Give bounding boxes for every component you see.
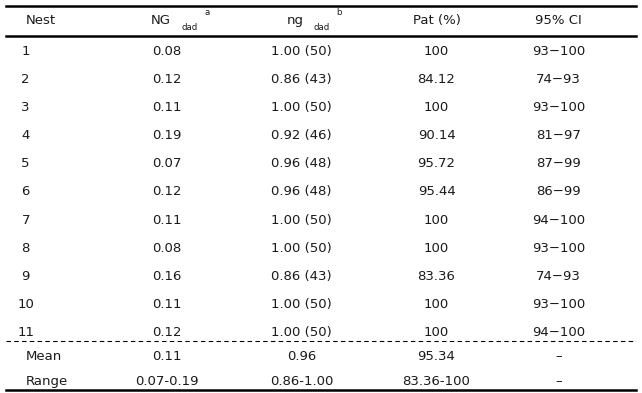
Text: 0.86 (43): 0.86 (43) [272,73,332,86]
Text: ng: ng [287,14,304,28]
Text: 0.07: 0.07 [152,158,182,171]
Text: 0.11: 0.11 [152,101,182,114]
Text: 86−99: 86−99 [536,185,581,198]
Text: 0.07-0.19: 0.07-0.19 [135,375,198,388]
Text: 3: 3 [21,101,30,114]
Text: dad: dad [313,24,329,32]
Text: 95.44: 95.44 [418,185,455,198]
Text: 95.72: 95.72 [417,158,456,171]
Text: 84.12: 84.12 [418,73,455,86]
Text: 1.00 (50): 1.00 (50) [272,45,332,59]
Text: 0.08: 0.08 [152,242,182,255]
Text: 93−100: 93−100 [532,45,585,59]
Text: dad: dad [181,24,197,32]
Text: 0.92 (46): 0.92 (46) [272,129,332,142]
Text: 93−100: 93−100 [532,101,585,114]
Text: 83.36-100: 83.36-100 [403,375,471,388]
Text: 0.86-1.00: 0.86-1.00 [270,375,333,388]
Text: 1: 1 [21,45,30,59]
Text: 1.00 (50): 1.00 (50) [272,298,332,310]
Text: 81−97: 81−97 [536,129,581,142]
Text: 0.12: 0.12 [152,325,182,339]
Text: 0.16: 0.16 [152,270,182,283]
Text: 100: 100 [424,242,449,255]
Text: 100: 100 [424,325,449,339]
Text: 100: 100 [424,45,449,59]
Text: 0.12: 0.12 [152,185,182,198]
Text: NG: NG [150,14,171,28]
Text: 87−99: 87−99 [536,158,581,171]
Text: 0.86 (43): 0.86 (43) [272,270,332,283]
Text: 1.00 (50): 1.00 (50) [272,101,332,114]
Text: 0.11: 0.11 [152,298,182,310]
Text: 0.11: 0.11 [152,350,182,363]
Text: 83.36: 83.36 [418,270,455,283]
Text: 0.96: 0.96 [287,350,317,363]
Text: 0.08: 0.08 [152,45,182,59]
Text: 90.14: 90.14 [418,129,455,142]
Text: 95.34: 95.34 [418,350,455,363]
Text: b: b [336,8,342,17]
Text: 6: 6 [21,185,30,198]
Text: 9: 9 [21,270,30,283]
Text: 8: 8 [21,242,30,255]
Text: 94−100: 94−100 [532,325,585,339]
Text: 74−93: 74−93 [536,270,581,283]
Text: 1.00 (50): 1.00 (50) [272,213,332,226]
Text: 100: 100 [424,298,449,310]
Text: 0.11: 0.11 [152,213,182,226]
Text: 2: 2 [21,73,30,86]
Text: 100: 100 [424,101,449,114]
Text: –: – [555,350,562,363]
Text: 74−93: 74−93 [536,73,581,86]
Text: 0.96 (48): 0.96 (48) [272,158,332,171]
Text: 4: 4 [21,129,30,142]
Text: 0.19: 0.19 [152,129,182,142]
Text: 0.12: 0.12 [152,73,182,86]
Text: –: – [555,375,562,388]
Text: 10: 10 [17,298,34,310]
Text: 93−100: 93−100 [532,298,585,310]
Text: 0.96 (48): 0.96 (48) [272,185,332,198]
Text: 93−100: 93−100 [532,242,585,255]
Text: 5: 5 [21,158,30,171]
Text: a: a [204,8,209,17]
Text: 100: 100 [424,213,449,226]
Text: Mean: Mean [26,350,62,363]
Text: Pat (%): Pat (%) [413,14,460,28]
Text: 11: 11 [17,325,34,339]
Text: 1.00 (50): 1.00 (50) [272,242,332,255]
Text: 7: 7 [21,213,30,226]
Text: 94−100: 94−100 [532,213,585,226]
Text: Range: Range [26,375,68,388]
Text: 1.00 (50): 1.00 (50) [272,325,332,339]
Text: 95% CI: 95% CI [535,14,582,28]
Text: Nest: Nest [26,14,56,28]
